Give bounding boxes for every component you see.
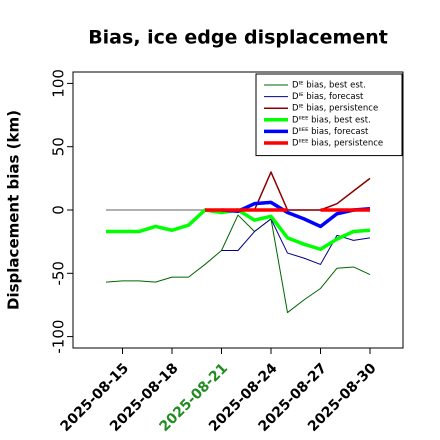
legend-label: Dᴵᴵᴱᴱ bias, persistence (292, 139, 383, 149)
legend-label: Dᴵᴱ bias, persistence (292, 104, 378, 114)
series-line (105, 214, 371, 314)
legend-label: Dᴵᴱ bias, forecast (292, 92, 364, 102)
series-line (221, 200, 371, 229)
legend-label: Dᴵᴱ bias, best est. (292, 81, 366, 91)
y-axis-label: Displacement bias (km) (5, 110, 23, 310)
chart-title: Bias, ice edge displacement (88, 27, 388, 49)
y-tick-label: 0 (50, 205, 68, 215)
legend: Dᴵᴱ bias, best est.Dᴵᴱ bias, forecast Dᴵᴱ… (255, 73, 403, 157)
y-tick-label: -50 (50, 261, 68, 286)
y-tick-label: 50 (50, 137, 68, 156)
legend-label: Dᴵᴵᴱᴱ bias, forecast (292, 127, 369, 137)
series-line (205, 171, 371, 211)
y-tick-label: 100 (50, 69, 68, 98)
y-tick-label: -100 (50, 320, 68, 354)
series-line (221, 218, 371, 265)
legend-label: Dᴵᴵᴱᴱ bias, best est. (292, 115, 371, 125)
